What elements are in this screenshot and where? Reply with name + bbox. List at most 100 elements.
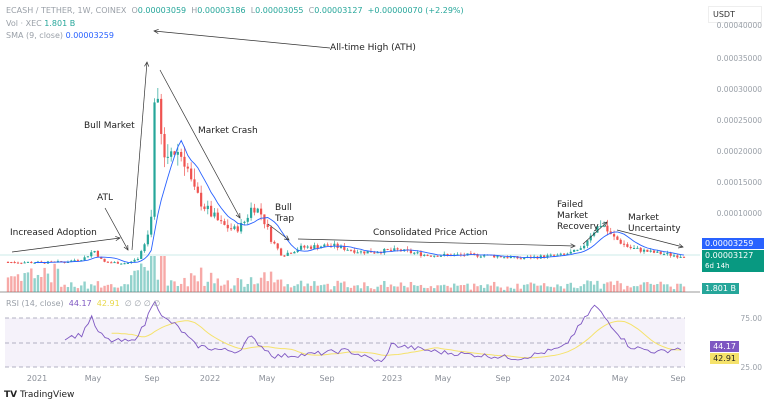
volume-bar: [509, 287, 513, 292]
volume-bar: [206, 281, 209, 292]
volume-bar: [16, 274, 20, 292]
volume-bar: [662, 284, 666, 292]
symbol-title[interactable]: ECASH / TETHER, 1W, COINEX: [6, 6, 127, 15]
volume-bar: [556, 284, 559, 292]
volume-bar: [196, 281, 200, 292]
candle-body: [93, 250, 96, 253]
candle-body: [616, 236, 619, 240]
candle-body: [96, 250, 100, 257]
currency-selector[interactable]: USDT: [708, 6, 762, 23]
candle-body: [86, 256, 90, 258]
candle-countdown: 6d 14h: [705, 262, 730, 270]
candle-body: [636, 247, 639, 249]
failed-recovery-arrow: [582, 221, 608, 245]
volume-bar: [203, 285, 206, 292]
candle-body: [80, 260, 83, 262]
candle-body: [483, 255, 486, 257]
volume-bar: [426, 288, 429, 292]
tradingview-icon: 𝗧𝗩: [4, 390, 18, 400]
candle-body: [519, 258, 522, 260]
candle-body: [559, 253, 562, 255]
candle-body: [553, 254, 556, 256]
rsi-value: 44.17: [68, 299, 92, 308]
candle-body: [606, 225, 609, 232]
symbol-legend: ECASH / TETHER, 1W, COINEX O0.00003059 H…: [6, 6, 464, 15]
candle-body: [429, 255, 433, 257]
volume-bar: [496, 286, 499, 292]
volume-bar: [126, 284, 130, 292]
candle-body: [363, 251, 366, 254]
candle-body: [13, 262, 16, 264]
volume-bar: [66, 287, 70, 292]
candle-body: [176, 151, 179, 155]
volume-bar: [366, 286, 369, 292]
tradingview-logo[interactable]: 𝗧𝗩 TradingView: [4, 390, 74, 400]
volume-bar: [293, 285, 296, 292]
sma-value: 0.00003259: [65, 31, 114, 40]
volume-bar: [482, 287, 486, 292]
volume-bar: [286, 284, 289, 292]
volume-bar: [529, 282, 533, 292]
candle-body: [246, 217, 249, 222]
candle-body: [313, 245, 316, 249]
volume-bar: [489, 285, 493, 292]
volume-bar: [323, 284, 326, 292]
candle-body: [632, 248, 636, 250]
volume-bar: [306, 283, 309, 292]
candle-body: [143, 244, 146, 252]
sma-legend[interactable]: SMA (9, close) 0.00003259: [6, 31, 114, 40]
candle-body: [266, 224, 269, 227]
volume-bar: [403, 285, 406, 292]
date-tick: May: [434, 374, 452, 383]
failed-recovery-arrow-head: [602, 221, 608, 227]
volume-bar: [276, 279, 279, 292]
candle-body: [10, 262, 13, 264]
volume-bar: [169, 280, 173, 292]
volume-bar: [319, 285, 323, 292]
volume-bar: [10, 276, 13, 292]
volume-bar: [542, 283, 546, 292]
candle-body: [389, 249, 393, 251]
volume-bar: [572, 287, 576, 292]
candle-body: [166, 156, 169, 158]
candle-body: [63, 261, 66, 263]
candle-body: [393, 248, 396, 251]
volume-bar: [159, 256, 163, 292]
volume-bar: [326, 283, 329, 292]
rsi-legend[interactable]: RSI (14, close) 44.17 42.91 ∅ ∅ ∅ ∅: [6, 299, 160, 308]
date-tick: May: [84, 374, 102, 383]
candle-body: [549, 254, 552, 256]
candle-body: [419, 252, 423, 256]
candle-body: [473, 253, 476, 255]
volume-bar: [516, 283, 519, 292]
volume-bar: [562, 288, 566, 292]
volume-legend[interactable]: Vol · XEC 1.801 B: [6, 19, 75, 28]
candle-body: [70, 260, 73, 262]
volume-bar: [492, 281, 496, 292]
ath-arrow: [153, 30, 331, 49]
volume-bar: [642, 282, 646, 292]
volume-bar: [486, 284, 489, 292]
candle-body: [599, 225, 602, 227]
volume-bar: [582, 284, 586, 292]
volume-bar: [399, 282, 403, 292]
volume-bar: [189, 273, 193, 292]
volume-bar: [20, 280, 23, 292]
volume-bar: [532, 283, 536, 292]
volume-bar: [313, 281, 316, 292]
candle-body: [333, 243, 336, 246]
volume-bar: [463, 284, 466, 292]
volume-bar: [619, 283, 622, 292]
volume-bar: [552, 287, 556, 292]
volume-bar: [110, 284, 113, 292]
volume-bar: [676, 283, 679, 292]
volume-bar: [466, 283, 469, 292]
candle-body: [273, 241, 276, 244]
volume-bar: [333, 286, 336, 292]
candle-body: [396, 248, 399, 250]
volume-bar: [586, 280, 589, 292]
candle-body: [286, 252, 289, 256]
candle-body: [223, 221, 226, 225]
date-tick: 2022: [199, 374, 221, 383]
